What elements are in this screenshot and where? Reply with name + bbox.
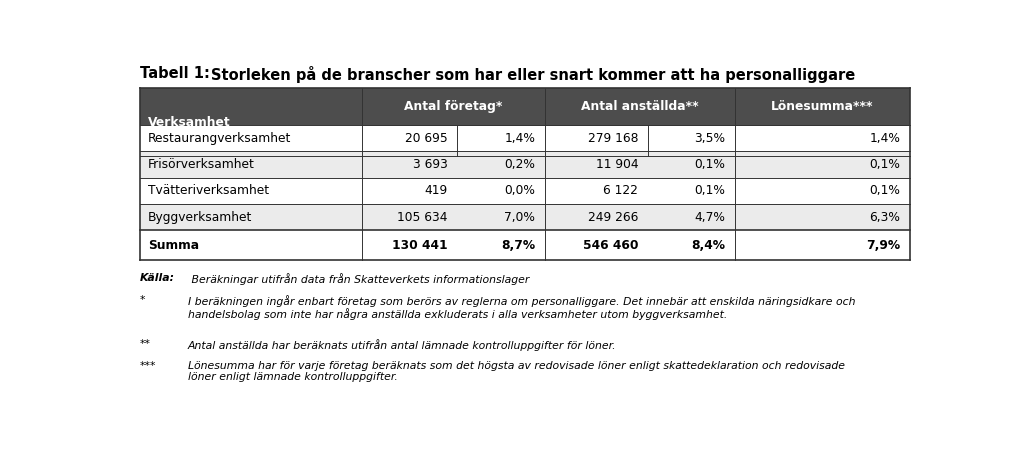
Text: 249 266: 249 266 bbox=[588, 211, 638, 224]
Text: 546 460: 546 460 bbox=[583, 238, 638, 252]
Text: **: ** bbox=[140, 338, 151, 348]
Bar bbox=[140, 88, 909, 156]
Bar bbox=[140, 204, 909, 230]
Text: 279 168: 279 168 bbox=[588, 132, 638, 145]
Text: 6 122: 6 122 bbox=[603, 184, 638, 198]
Text: Antal företag*: Antal företag* bbox=[404, 100, 503, 113]
Text: Antal: Antal bbox=[578, 134, 614, 147]
Text: Lönesumma***: Lönesumma*** bbox=[771, 100, 873, 113]
Text: Frisörverksamhet: Frisörverksamhet bbox=[147, 158, 255, 171]
Text: 8,4%: 8,4% bbox=[691, 238, 726, 252]
Text: Andel: Andel bbox=[803, 134, 842, 147]
Text: 3,5%: 3,5% bbox=[694, 132, 726, 145]
Text: Byggverksamhet: Byggverksamhet bbox=[147, 211, 252, 224]
Text: Summa: Summa bbox=[147, 238, 199, 252]
Text: 8,7%: 8,7% bbox=[501, 238, 536, 252]
Text: Lönesumma har för varje företag beräknats som det högsta av redovisade löner enl: Lönesumma har för varje företag beräknat… bbox=[187, 361, 845, 382]
Text: 419: 419 bbox=[425, 184, 447, 198]
Text: 0,1%: 0,1% bbox=[869, 158, 900, 171]
Text: 105 634: 105 634 bbox=[397, 211, 447, 224]
Text: 0,1%: 0,1% bbox=[694, 184, 726, 198]
Text: *: * bbox=[140, 295, 145, 305]
Text: ***: *** bbox=[140, 361, 157, 371]
Text: Antal anställda har beräknats utifrån antal lämnade kontrolluppgifter för löner.: Antal anställda har beräknats utifrån an… bbox=[187, 338, 616, 350]
Text: Andel: Andel bbox=[481, 134, 521, 147]
Text: 1,4%: 1,4% bbox=[869, 132, 900, 145]
Text: Antal: Antal bbox=[391, 134, 428, 147]
Text: Storleken på de branscher som har eller snart kommer att ha personalliggare: Storleken på de branscher som har eller … bbox=[211, 66, 856, 83]
Text: 0,0%: 0,0% bbox=[504, 184, 536, 198]
Text: Restaurangverksamhet: Restaurangverksamhet bbox=[147, 132, 291, 145]
Text: 20 695: 20 695 bbox=[406, 132, 447, 145]
Text: Beräkningar utifrån data från Skatteverkets informationslager: Beräkningar utifrån data från Skatteverk… bbox=[187, 273, 528, 285]
Text: 11 904: 11 904 bbox=[596, 158, 638, 171]
Text: Tabell 1:: Tabell 1: bbox=[140, 66, 210, 81]
Bar bbox=[140, 178, 909, 204]
Text: Verksamhet: Verksamhet bbox=[147, 116, 230, 129]
Text: 1,4%: 1,4% bbox=[504, 132, 536, 145]
Text: 130 441: 130 441 bbox=[392, 238, 447, 252]
Text: Tvätteriverksamhet: Tvätteriverksamhet bbox=[147, 184, 269, 198]
Text: 0,2%: 0,2% bbox=[504, 158, 536, 171]
Bar bbox=[140, 230, 909, 260]
Text: 0,1%: 0,1% bbox=[694, 158, 726, 171]
Bar bbox=[140, 125, 909, 151]
Text: I beräkningen ingår enbart företag som berörs av reglerna om personalliggare. De: I beräkningen ingår enbart företag som b… bbox=[187, 295, 855, 320]
Text: Andel: Andel bbox=[672, 134, 712, 147]
Text: 0,1%: 0,1% bbox=[869, 184, 900, 198]
Text: Antal anställda**: Antal anställda** bbox=[581, 100, 698, 113]
Text: 7,0%: 7,0% bbox=[504, 211, 536, 224]
Text: 6,3%: 6,3% bbox=[869, 211, 900, 224]
Bar bbox=[140, 151, 909, 178]
Text: Källa:: Källa: bbox=[140, 273, 175, 283]
Text: 4,7%: 4,7% bbox=[694, 211, 726, 224]
Text: 7,9%: 7,9% bbox=[866, 238, 900, 252]
Text: 3 693: 3 693 bbox=[413, 158, 447, 171]
